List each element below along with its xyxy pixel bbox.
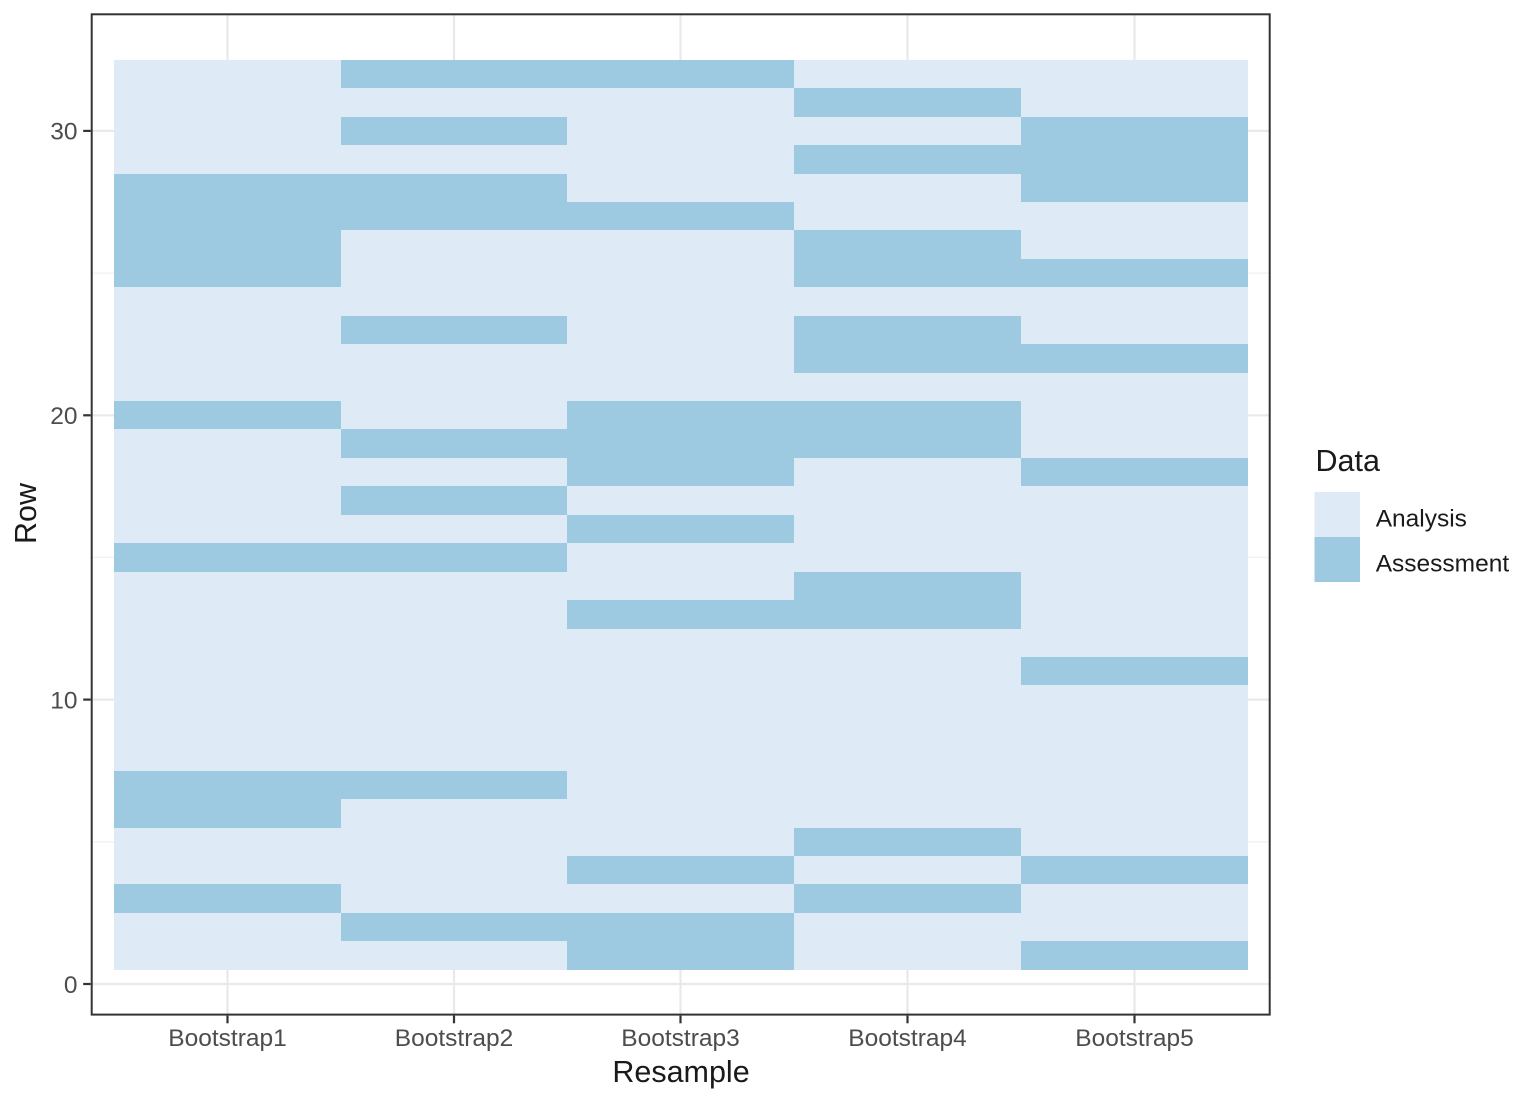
svg-text:Data: Data bbox=[1316, 444, 1380, 478]
svg-text:Bootstrap4: Bootstrap4 bbox=[848, 1025, 967, 1052]
svg-text:10: 10 bbox=[50, 687, 77, 714]
svg-text:20: 20 bbox=[50, 403, 77, 430]
svg-text:Row: Row bbox=[9, 482, 43, 544]
svg-text:Resample: Resample bbox=[612, 1055, 749, 1089]
svg-text:Bootstrap3: Bootstrap3 bbox=[621, 1025, 740, 1052]
svg-text:Assessment: Assessment bbox=[1376, 550, 1510, 577]
svg-text:Bootstrap1: Bootstrap1 bbox=[168, 1025, 287, 1052]
svg-text:0: 0 bbox=[64, 972, 78, 999]
svg-text:30: 30 bbox=[50, 119, 77, 146]
svg-text:Bootstrap5: Bootstrap5 bbox=[1075, 1025, 1194, 1052]
svg-text:Bootstrap2: Bootstrap2 bbox=[395, 1025, 514, 1052]
svg-text:Analysis: Analysis bbox=[1376, 505, 1467, 532]
